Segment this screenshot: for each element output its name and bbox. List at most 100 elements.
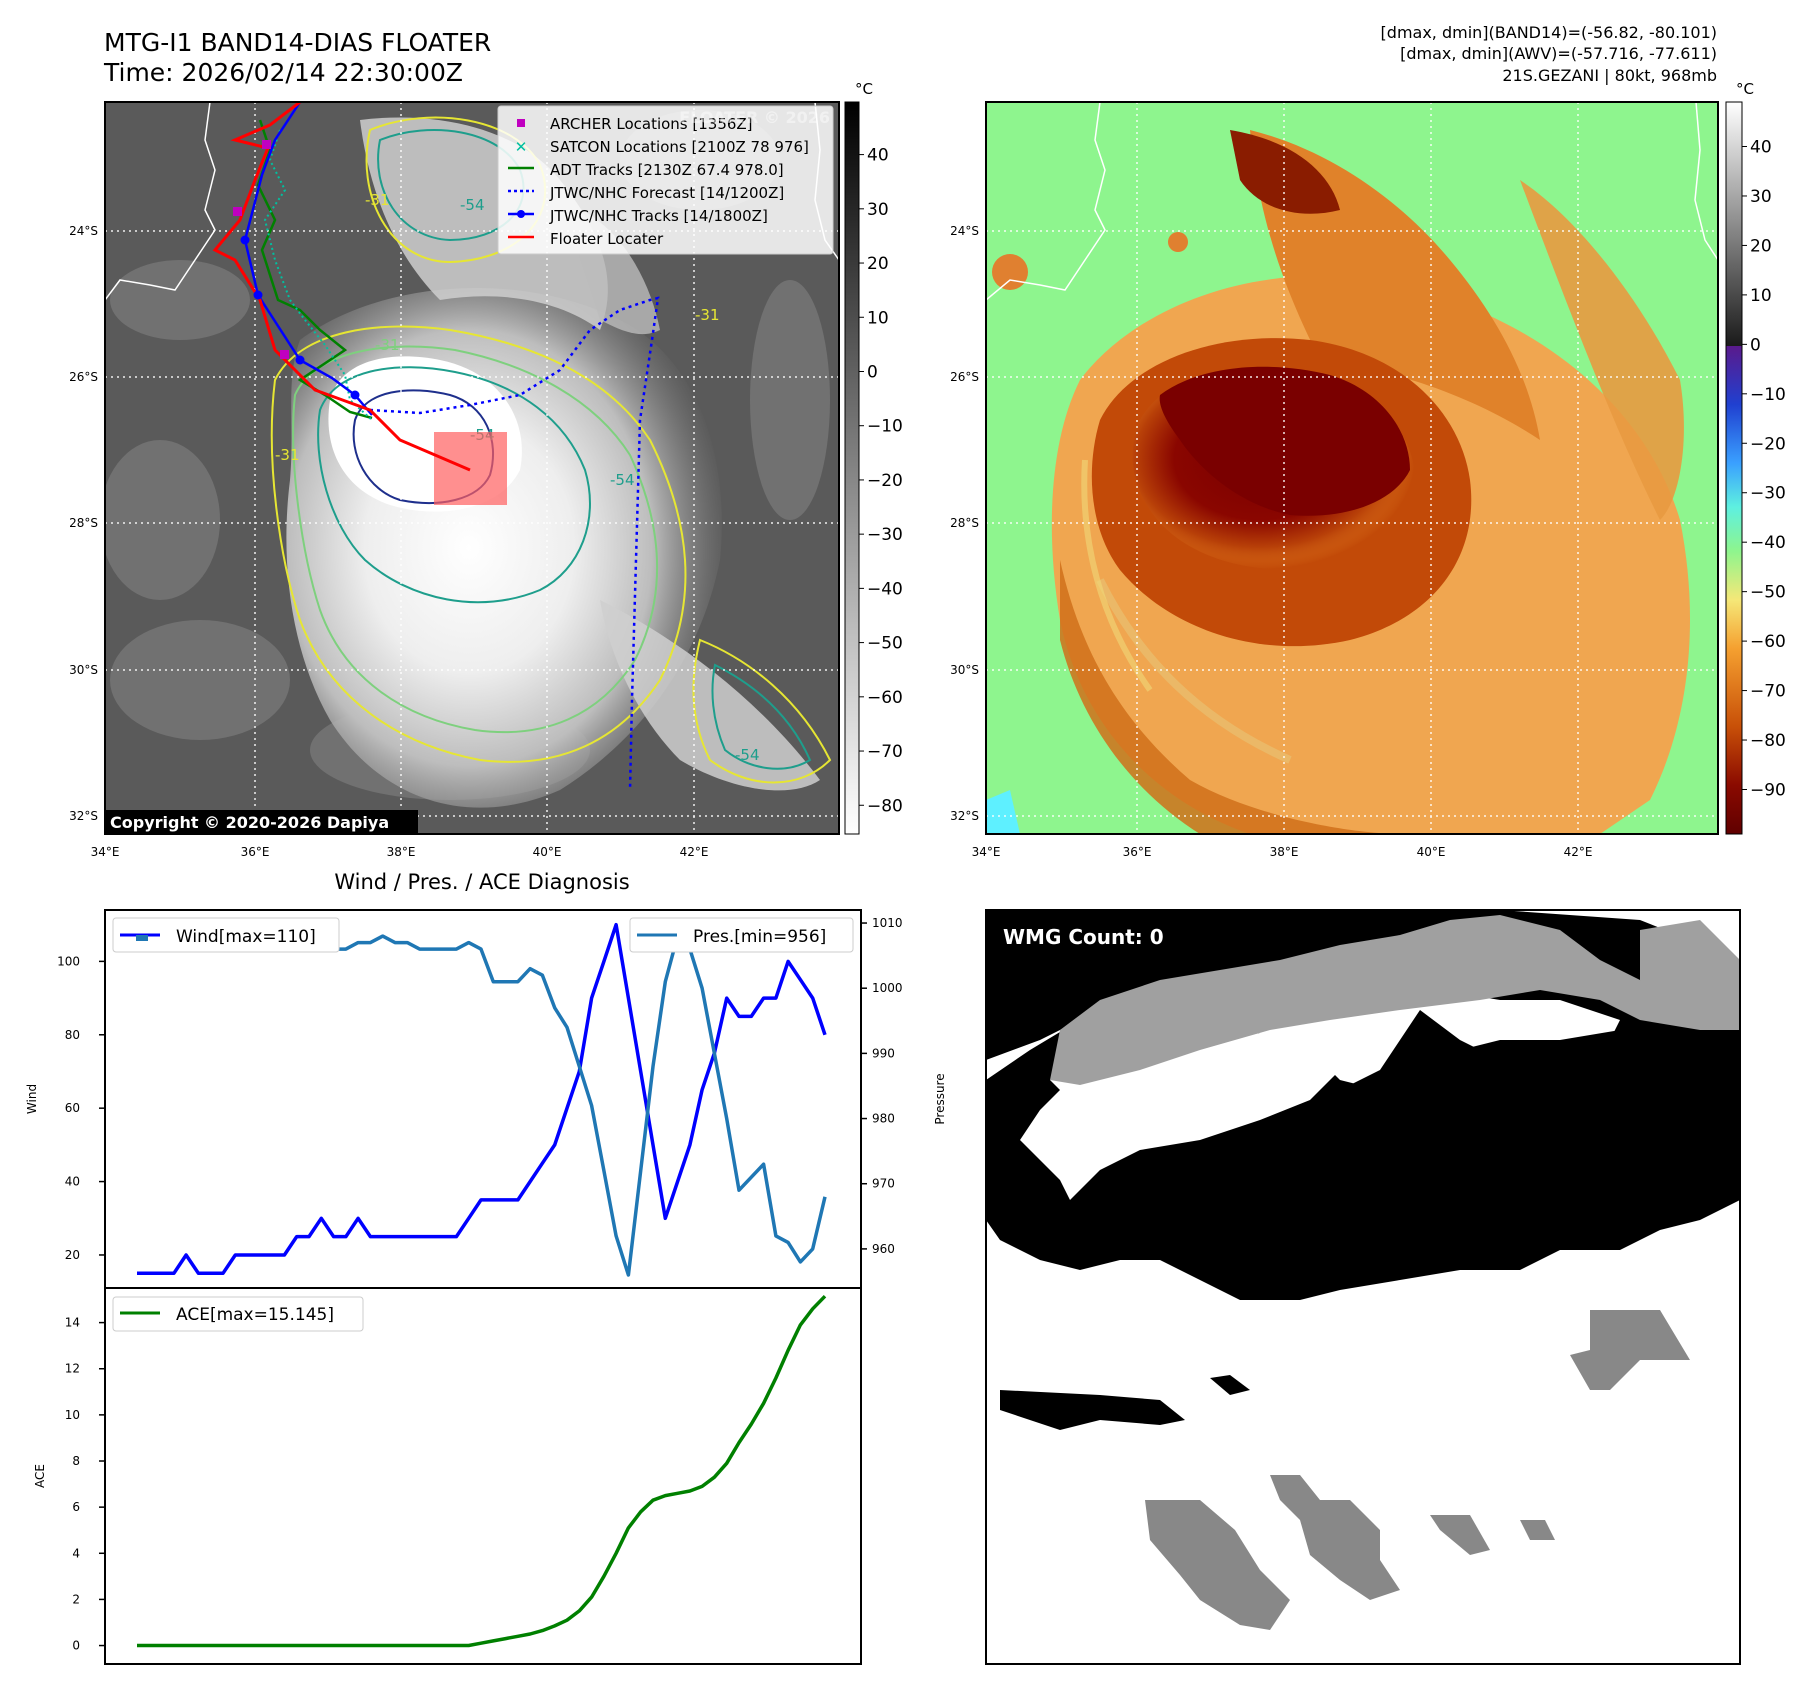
contour-label-7: -54: [735, 746, 760, 764]
pressure-axis-label: Pressure: [933, 1073, 947, 1124]
wind-pressure-chart: 20 40 60 80 100 960 970 980 990 1000 1010 Wind Pr…: [25, 909, 947, 1289]
y-tick-label: 12: [65, 1362, 80, 1376]
pressure-legend-label: Pres.[min=956]: [693, 927, 826, 947]
colorbar-tick: 20: [1750, 236, 1772, 256]
legend: ✕ ARCHER Locations [1356Z] SATCON Locati…: [497, 105, 834, 255]
colorbar-tick: −60: [1750, 632, 1786, 652]
colorbar-tick: 40: [1750, 138, 1772, 158]
colorbar-tick: −20: [1750, 434, 1786, 454]
floater-box: [434, 432, 507, 505]
wind-legend-label: Wind[max=110]: [176, 927, 316, 947]
y-tick-label: 4: [72, 1546, 80, 1560]
y-tick-label: 40: [65, 1175, 80, 1189]
colorbar-tick: 10: [1750, 286, 1772, 306]
lon-label-enh: 38°E: [1270, 845, 1299, 859]
colorbar-tick: 20: [867, 254, 889, 274]
colorbar-tick: 30: [1750, 187, 1772, 207]
contour-label-5: -54: [460, 196, 485, 214]
enh-colorbar-unit: °C: [1736, 80, 1754, 98]
pressure-legend: Pres.[min=956]: [629, 917, 854, 953]
watermark: FLOATER © 2026: [679, 108, 830, 127]
awv-stats: [dmax, dmin](AWV)=(-57.716, -77.611): [1400, 44, 1717, 63]
legend-floater: Floater Locater: [550, 230, 664, 248]
lon-label-enh: 42°E: [1564, 845, 1593, 859]
lon-label-ir: 34°E: [91, 845, 120, 859]
colorbar-tick: −30: [1750, 484, 1786, 504]
colorbar-tick: −70: [867, 742, 903, 762]
wind-axis-label: Wind: [25, 1084, 39, 1114]
colorbar-tick: −50: [1750, 583, 1786, 603]
lat-label-ir: 30°S: [69, 663, 98, 677]
colorbar-tick: −10: [867, 417, 903, 437]
satcon-marker-icon: ✕: [515, 138, 528, 156]
y2-tick-label: 1000: [872, 981, 903, 995]
colorbar-tick: −70: [1750, 682, 1786, 702]
colorbar-tick: −40: [867, 579, 903, 599]
satcon-track: [263, 129, 373, 421]
colorbar-tick: −80: [867, 796, 903, 816]
lat-label-enh: 24°S: [950, 224, 979, 238]
lon-label-ir: 40°E: [533, 845, 562, 859]
y-tick-label: 6: [72, 1500, 80, 1514]
lat-label-ir: 28°S: [69, 516, 98, 530]
lat-label-ir: 32°S: [69, 809, 98, 823]
contour-label-6: -31: [365, 191, 390, 209]
y2-tick-label: 990: [872, 1046, 895, 1060]
legend-adt: ADT Tracks [2130Z 67.4 978.0]: [550, 161, 784, 179]
y-tick-label: 8: [72, 1454, 80, 1468]
ace-series-line: [137, 1294, 827, 1648]
y2-tick-label: 960: [872, 1242, 895, 1256]
wmg-panel: WMG Count: 0: [986, 910, 1740, 1664]
lat-label-ir: 26°S: [69, 370, 98, 384]
enhanced-map-panel: [986, 102, 1718, 834]
colorbar-tick: −20: [867, 471, 903, 491]
y-tick-label: 100: [57, 954, 80, 968]
legend-archer: ARCHER Locations [1356Z]: [550, 115, 753, 133]
ir-map-panel: -54 -31 -54 -31 -54 -31 -54 -31: [105, 102, 839, 834]
y2-tick-label: 970: [872, 1177, 895, 1191]
lon-label-enh: 34°E: [972, 845, 1001, 859]
y-tick-label: 20: [65, 1248, 80, 1262]
y-tick-label: 0: [72, 1639, 80, 1653]
figure-title: MTG-I1 BAND14-DIAS FLOATER: [104, 28, 491, 57]
diagnosis-title: Wind / Pres. / ACE Diagnosis: [334, 870, 629, 894]
contour-label-3: -54: [610, 471, 635, 489]
ace-axis-label: ACE: [33, 1464, 47, 1488]
y-tick-label: 80: [65, 1028, 80, 1042]
ace-legend: ACE[max=15.145]: [112, 1296, 364, 1332]
legend-satcon: SATCON Locations [2100Z 78 976]: [550, 138, 809, 156]
y2-tick-label: 1010: [872, 916, 903, 930]
colorbar-tick: −90: [1750, 780, 1786, 800]
lat-label-enh: 30°S: [950, 663, 979, 677]
contour-label-4: -31: [275, 446, 300, 464]
contour-label-2: -31: [375, 336, 400, 354]
colorbar-tick: 10: [867, 308, 889, 328]
ace-chart: 0 2 4 6 8 10 12 14 ACE ACE[max=15.145]: [33, 1287, 862, 1665]
colorbar-tick: −10: [1750, 385, 1786, 405]
y2-tick-label: 980: [872, 1112, 895, 1126]
colorbar-tick: 0: [867, 362, 878, 382]
floater-locater-track: [212, 102, 471, 472]
y-tick-label: 14: [65, 1316, 80, 1330]
ir-colorbar: °C 40 30 20 10 0 −10 −20 −30 −40 −50 −60 −70 −80: [844, 80, 903, 835]
lat-label-enh: 26°S: [950, 370, 979, 384]
lon-label-enh: 40°E: [1417, 845, 1446, 859]
colorbar-tick: 30: [867, 200, 889, 220]
wind-legend: Wind[max=110]: [112, 917, 340, 953]
lon-label-ir: 42°E: [680, 845, 709, 859]
lat-label-ir: 24°S: [69, 224, 98, 238]
legend-jtwc-forecast: JTWC/NHC Forecast [14/1200Z]: [549, 184, 784, 202]
colorbar-tick: −80: [1750, 731, 1786, 751]
lat-label-enh: 32°S: [950, 809, 979, 823]
colorbar-tick: −50: [867, 634, 903, 654]
colorbar-tick: −30: [867, 525, 903, 545]
band14-stats: [dmax, dmin](BAND14)=(-56.82, -80.101): [1381, 23, 1717, 42]
lat-label-enh: 28°S: [950, 516, 979, 530]
lon-label-ir: 38°E: [387, 845, 416, 859]
lon-label-enh: 36°E: [1123, 845, 1152, 859]
enhanced-colorbar: °C 40 30 20 10 0 −10 −20 −30 −40 −50 −60 −70 −80 −90: [1725, 80, 1786, 835]
figure-time: Time: 2026/02/14 22:30:00Z: [103, 58, 463, 87]
legend-jtwc-tracks: JTWC/NHC Tracks [14/1800Z]: [549, 207, 768, 225]
y-tick-label: 60: [65, 1101, 80, 1115]
colorbar-tick: −40: [1750, 533, 1786, 553]
